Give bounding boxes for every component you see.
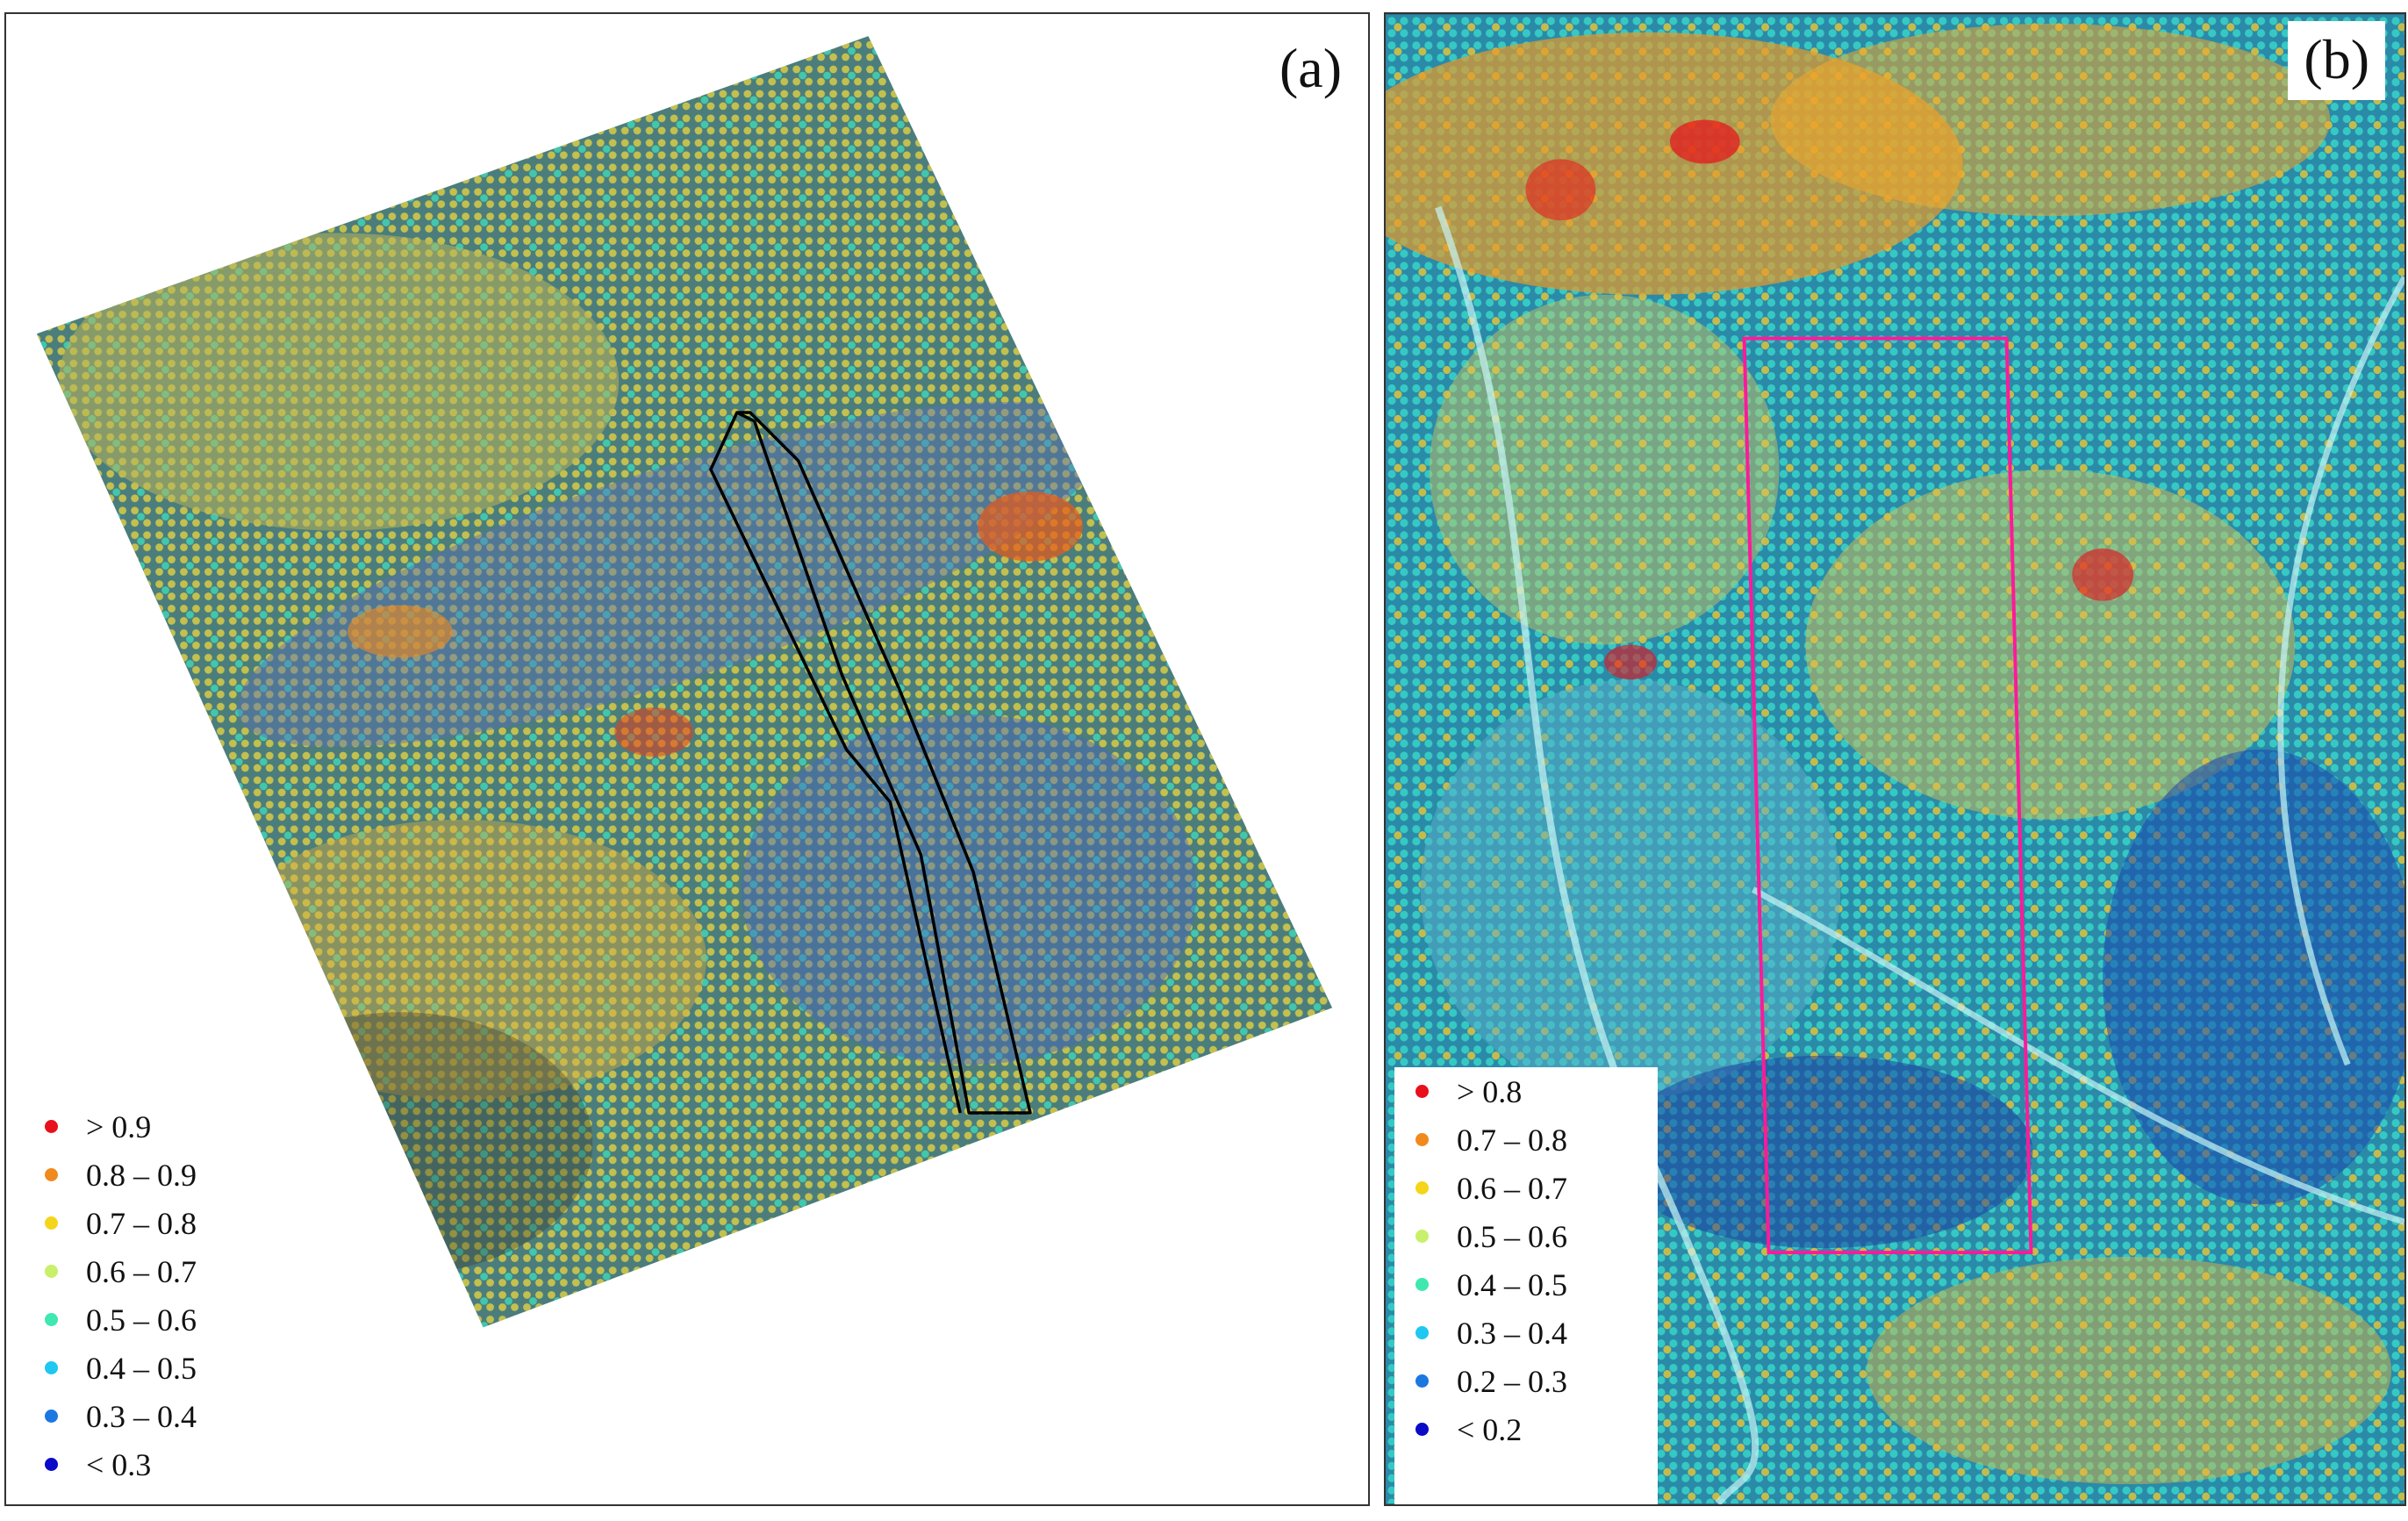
legend-b-label: 0.6 – 0.7 (1457, 1170, 1567, 1206)
legend-b-label: < 0.2 (1457, 1411, 1523, 1447)
legend-dot-icon (1415, 1133, 1429, 1146)
panel-label-a: (a) (1279, 37, 1342, 99)
legend-b-item: 0.6 – 0.7 (1394, 1164, 1658, 1212)
legend-a-item: 0.5 – 0.6 (24, 1295, 313, 1344)
legend-a-label: 0.7 – 0.8 (86, 1205, 197, 1241)
study-area-outline-a (709, 411, 1032, 1115)
map-panel-a: (a) > 0.9 0.8 – 0.9 0.7 – 0.8 0.6 – 0.7 0.5 … (4, 12, 1370, 1506)
legend-b-label: > 0.8 (1457, 1073, 1523, 1109)
legend-a-item: < 0.3 (24, 1440, 313, 1489)
legend-dot-icon (45, 1265, 58, 1278)
legend-b-item: < 0.2 (1394, 1405, 1658, 1453)
legend-dot-icon (1415, 1374, 1429, 1388)
legend-b-label: 0.5 – 0.6 (1457, 1218, 1567, 1254)
legend-b-label: 0.3 – 0.4 (1457, 1315, 1567, 1351)
legend-dot-icon (45, 1313, 58, 1326)
legend-dot-icon (45, 1361, 58, 1374)
map-panel-b: (b) > 0.8 0.7 – 0.8 0.6 – 0.7 0.5 – 0.6 0.4 … (1384, 12, 2406, 1506)
study-area-outline-b (1742, 336, 2033, 1255)
legend-b-item: 0.5 – 0.6 (1394, 1212, 1658, 1260)
legend-dot-icon (1415, 1085, 1429, 1098)
legend-dot-icon (1415, 1423, 1429, 1436)
legend-b-item: 0.2 – 0.3 (1394, 1357, 1658, 1405)
legend-a-label: 0.4 – 0.5 (86, 1350, 197, 1386)
legend-dot-icon (1415, 1230, 1429, 1243)
legend-a-label: > 0.9 (86, 1108, 152, 1144)
legend-b: > 0.8 0.7 – 0.8 0.6 – 0.7 0.5 – 0.6 0.4 – 0.… (1394, 1067, 1658, 1504)
legend-b-label: 0.7 – 0.8 (1457, 1122, 1567, 1158)
legend-a-item: 0.4 – 0.5 (24, 1344, 313, 1392)
legend-dot-icon (1415, 1278, 1429, 1291)
legend-dot-icon (45, 1410, 58, 1423)
legend-a-label: 0.6 – 0.7 (86, 1253, 197, 1289)
legend-a-label: 0.5 – 0.6 (86, 1302, 197, 1338)
legend-dot-icon (45, 1120, 58, 1133)
legend-dot-icon (1415, 1181, 1429, 1195)
legend-a-label: < 0.3 (86, 1446, 152, 1482)
legend-b-label: 0.2 – 0.3 (1457, 1363, 1567, 1399)
legend-b-item: > 0.8 (1394, 1067, 1658, 1116)
legend-a-item: > 0.9 (24, 1102, 313, 1151)
map-a-svg (36, 36, 1333, 1328)
legend-dot-icon (1415, 1326, 1429, 1339)
legend-a-item: 0.7 – 0.8 (24, 1199, 313, 1247)
panel-label-b: (b) (2288, 21, 2385, 100)
map-b-svg (1386, 14, 2404, 1504)
legend-a-label: 0.3 – 0.4 (86, 1398, 197, 1434)
legend-a-item: 0.8 – 0.9 (24, 1151, 313, 1199)
legend-b-item: 0.3 – 0.4 (1394, 1309, 1658, 1357)
legend-dot-icon (45, 1168, 58, 1181)
legend-dot-icon (45, 1216, 58, 1230)
legend-b-item: 0.4 – 0.5 (1394, 1260, 1658, 1309)
legend-a-label: 0.8 – 0.9 (86, 1157, 197, 1193)
legend-a-item: 0.3 – 0.4 (24, 1392, 313, 1440)
legend-a-item: 0.6 – 0.7 (24, 1247, 313, 1295)
legend-b-label: 0.4 – 0.5 (1457, 1266, 1567, 1302)
legend-dot-icon (45, 1458, 58, 1471)
legend-b-item: 0.7 – 0.8 (1394, 1116, 1658, 1164)
legend-a: > 0.9 0.8 – 0.9 0.7 – 0.8 0.6 – 0.7 0.5 – 0.… (24, 1102, 313, 1489)
